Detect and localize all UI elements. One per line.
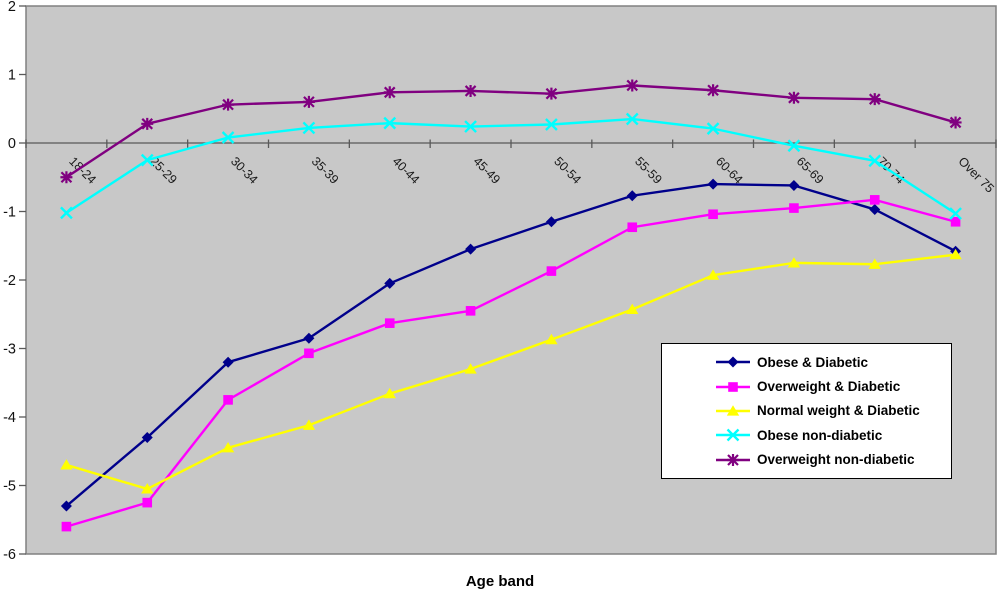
legend-item-obese-non-diabetic: Obese non-diabetic xyxy=(715,424,951,446)
y-axis-tick-label: -3 xyxy=(3,342,16,358)
y-axis-tick-label: 2 xyxy=(8,0,16,15)
series-obese-diabetic xyxy=(60,178,962,512)
y-axis-tick-label: -4 xyxy=(3,410,16,426)
y-axis-tick-label: -2 xyxy=(3,273,16,289)
legend-marker-overweight-non-diabetic xyxy=(716,453,750,466)
legend-marker-overweight-diabetic xyxy=(716,381,750,392)
legend: Obese & Diabetic Overweight & Diabetic N… xyxy=(661,343,952,479)
y-axis-tick-label: 0 xyxy=(8,136,16,152)
y-axis-tick-label: -6 xyxy=(3,547,16,563)
legend-label: Overweight & Diabetic xyxy=(757,379,901,395)
series-line xyxy=(66,198,956,528)
series-overweight-non-diabetic xyxy=(60,79,962,184)
legend-marker-obese-diabetic xyxy=(716,356,750,368)
legend-label: Obese & Diabetic xyxy=(757,354,869,370)
legend-label: Overweight non-diabetic xyxy=(757,452,915,468)
legend-item-overweight-diabetic: Overweight & Diabetic xyxy=(715,376,951,398)
series-normal-weight-diabetic xyxy=(60,248,962,494)
legend-item-obese-diabetic: Obese & Diabetic xyxy=(715,351,951,373)
legend-item-normal-weight-diabetic: Normal weight & Diabetic xyxy=(715,400,951,422)
series-line xyxy=(65,84,956,179)
y-axis-tick-label: 1 xyxy=(8,68,16,84)
legend-item-overweight-non-diabetic: Overweight non-diabetic xyxy=(715,449,951,471)
y-axis-tick-label: -5 xyxy=(3,479,16,495)
legend-label: Obese non-diabetic xyxy=(757,427,883,443)
series-obese-non-diabetic xyxy=(60,112,962,220)
legend-marker-normal-weight-diabetic xyxy=(716,405,750,416)
legend-marker-obese-non-diabetic xyxy=(716,429,750,442)
series-line xyxy=(65,117,957,215)
y-axis-tick-label: -1 xyxy=(3,205,16,221)
x-axis-title: Age band xyxy=(465,573,535,590)
series-overweight-diabetic xyxy=(61,195,961,532)
series-line xyxy=(65,182,957,507)
series-line xyxy=(66,253,956,491)
legend-label: Normal weight & Diabetic xyxy=(757,403,920,419)
